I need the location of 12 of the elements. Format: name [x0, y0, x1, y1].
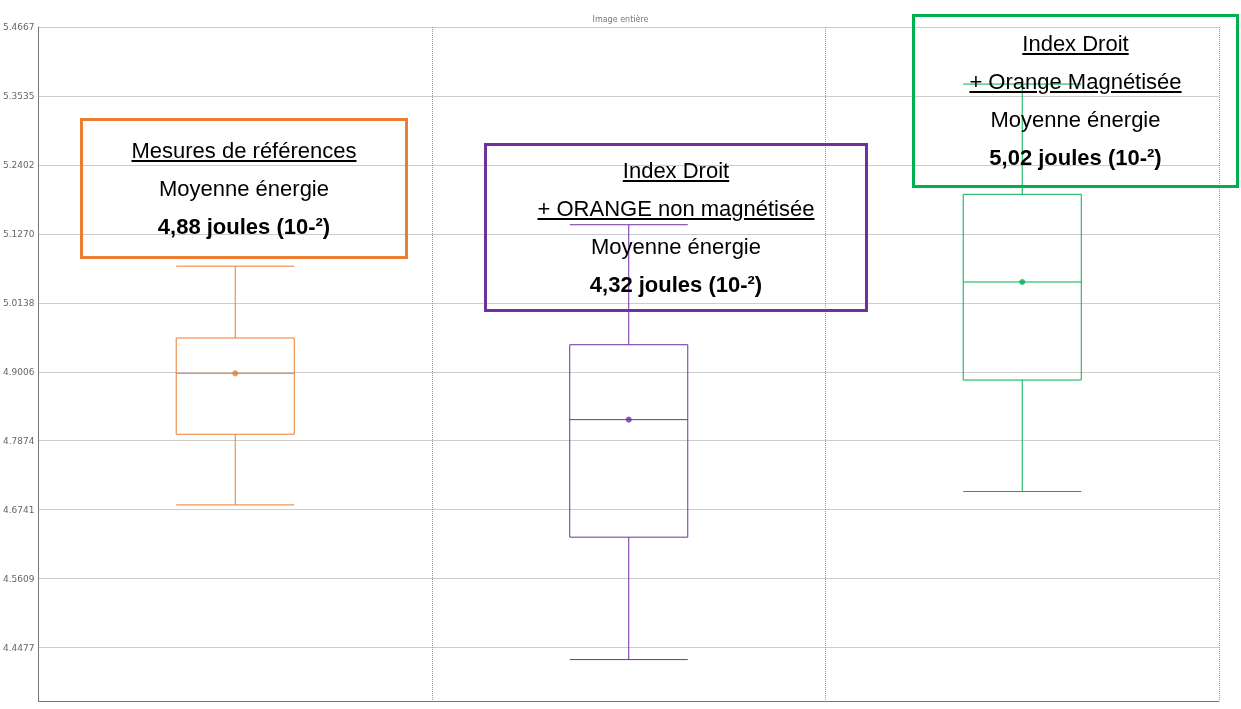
chart-title: Image entière: [592, 13, 649, 24]
y-tick-label: 5.2402: [2, 159, 35, 170]
y-tick-label: 5.1270: [2, 228, 35, 239]
y-tick-label: 4.4477: [2, 642, 35, 653]
y-tick-label: 4.7874: [2, 435, 35, 446]
y-tick-label: 4.5609: [2, 573, 35, 584]
y-tick-label: 4.6741: [2, 504, 35, 515]
y-tick-label: 5.4667: [2, 22, 35, 32]
annotation: Mesures de références Moyenne énergie 4,88 joules (10-²): [131, 136, 357, 241]
y-tick-label: 5.0138: [2, 297, 35, 308]
y-tick-label: 5.3535: [2, 90, 35, 101]
y-tick-label: 4.9006: [2, 366, 35, 377]
